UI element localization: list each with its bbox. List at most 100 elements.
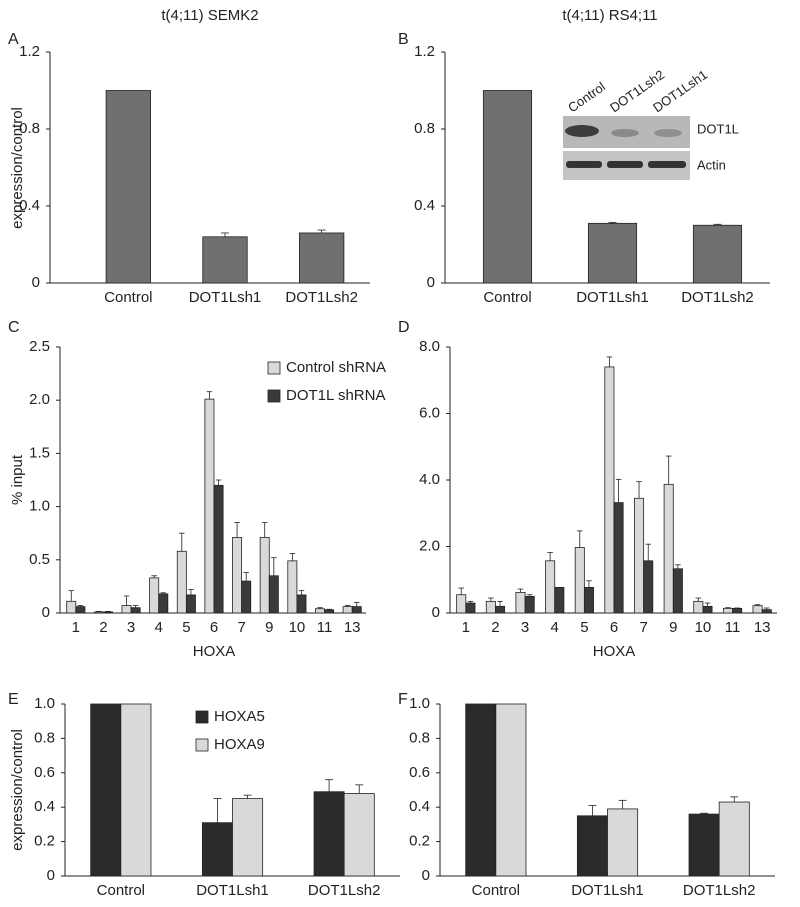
- x-tick-label: Control: [483, 289, 531, 306]
- error-bar: [105, 611, 111, 612]
- error-bar: [606, 356, 613, 367]
- error-bar: [151, 575, 157, 578]
- bar: [120, 703, 152, 877]
- error-bar: [608, 221, 617, 224]
- x-tick-label: 3: [127, 619, 135, 636]
- x-tick-label: DOT1Lsh1: [196, 882, 269, 899]
- y-tick-label: 0.2: [34, 833, 55, 850]
- error-bar: [517, 588, 524, 593]
- y-tick-label: 4.0: [419, 471, 440, 488]
- legend-label: HOXA9: [214, 736, 265, 753]
- bar: [158, 593, 169, 614]
- x-axis-label: HOXA: [593, 643, 636, 660]
- error-bar: [206, 391, 213, 400]
- error-bar: [488, 597, 494, 602]
- inset-row-label: DOT1L: [697, 121, 739, 136]
- bar: [299, 232, 345, 284]
- x-tick-label: 4: [551, 619, 559, 636]
- error-bar: [215, 479, 222, 486]
- error-bar: [317, 229, 326, 233]
- error-bar: [695, 597, 702, 602]
- bar: [315, 608, 325, 614]
- bar: [604, 366, 615, 614]
- bar: [732, 607, 743, 614]
- bar: [176, 550, 187, 614]
- error-bar: [497, 600, 503, 607]
- bar: [149, 577, 160, 614]
- bar: [342, 606, 353, 614]
- y-tick-label: 2.0: [419, 537, 440, 554]
- bar: [296, 594, 307, 614]
- bar: [718, 801, 750, 877]
- bar: [634, 497, 645, 614]
- error-bar: [754, 604, 761, 606]
- bar: [545, 560, 556, 614]
- bar: [201, 822, 233, 877]
- error-bar: [96, 611, 102, 612]
- y-tick-label: 2.5: [29, 338, 50, 355]
- error-bar: [243, 794, 252, 799]
- x-tick-label: 5: [580, 619, 588, 636]
- y-tick-label: 0.8: [409, 729, 430, 746]
- error-bar: [586, 580, 592, 588]
- error-bar: [725, 607, 731, 609]
- error-bar: [132, 605, 139, 608]
- y-tick-label: 1.0: [409, 695, 430, 712]
- bar: [752, 605, 763, 614]
- x-tick-label: 10: [289, 619, 306, 636]
- error-bar: [526, 594, 533, 597]
- y-tick-label: 0.4: [34, 798, 55, 815]
- y-tick-label: 1.0: [29, 498, 50, 515]
- x-tick-label: Control: [472, 882, 520, 899]
- x-tick-label: 2: [99, 619, 107, 636]
- bar: [613, 502, 624, 614]
- error-bar: [675, 564, 681, 569]
- y-tick-label: 0: [47, 867, 55, 884]
- bar: [761, 609, 772, 614]
- bar: [495, 605, 506, 614]
- legend-swatch: [195, 738, 209, 752]
- y-tick-label: 1.2: [414, 43, 435, 60]
- x-tick-label: 7: [237, 619, 245, 636]
- error-bar: [261, 522, 268, 538]
- inset-lane-label: Control: [565, 79, 608, 115]
- y-tick-label: 0.5: [29, 551, 50, 568]
- bar: [465, 703, 497, 877]
- bar: [574, 547, 585, 614]
- error-bar: [704, 602, 711, 607]
- y-axis-label: expression/control: [9, 729, 26, 851]
- bar: [554, 586, 565, 614]
- error-bar: [179, 532, 185, 552]
- y-tick-label: 0.4: [414, 197, 435, 214]
- blot-band: [566, 161, 602, 168]
- bar: [66, 600, 77, 614]
- y-tick-label: 0.4: [409, 798, 430, 815]
- bar: [587, 222, 638, 284]
- bar: [185, 594, 196, 614]
- y-tick-label: 0.4: [19, 197, 40, 214]
- bar: [515, 591, 526, 614]
- x-tick-label: DOT1Lsh2: [308, 882, 381, 899]
- x-tick-label: 7: [639, 619, 647, 636]
- bar: [722, 607, 733, 614]
- y-tick-label: 0: [427, 274, 435, 291]
- x-tick-label: DOT1Lsh2: [285, 289, 358, 306]
- bar: [202, 236, 248, 284]
- bar: [456, 594, 467, 614]
- error-bar: [730, 796, 739, 803]
- bar: [343, 793, 375, 877]
- bar: [688, 813, 720, 877]
- error-bar: [577, 530, 583, 548]
- bar: [643, 560, 654, 614]
- error-bar: [354, 601, 360, 607]
- y-tick-label: 0.8: [19, 120, 40, 137]
- error-bar: [213, 798, 222, 823]
- bar: [663, 483, 674, 614]
- y-tick-label: 0.8: [414, 120, 435, 137]
- y-tick-label: 0.2: [409, 833, 430, 850]
- error-bar: [713, 223, 722, 226]
- bar: [204, 398, 215, 614]
- y-tick-label: 0.6: [34, 764, 55, 781]
- x-tick-label: 6: [210, 619, 218, 636]
- y-axis-label: expression/control: [9, 107, 26, 229]
